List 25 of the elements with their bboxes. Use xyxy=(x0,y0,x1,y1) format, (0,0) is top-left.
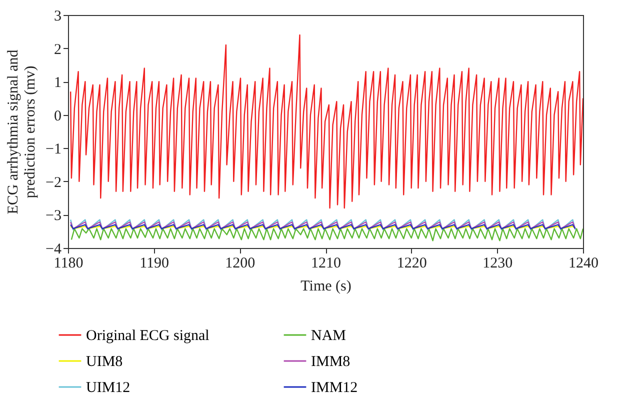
x-tick-label: 1240 xyxy=(568,256,598,272)
legend-label: UIM8 xyxy=(86,354,123,370)
line-series xyxy=(70,34,583,209)
legend-label: IMM12 xyxy=(311,380,358,396)
y-tick-label: 0 xyxy=(54,108,62,124)
y-tick-label: −4 xyxy=(46,242,62,258)
y-tick-label: 3 xyxy=(54,8,62,24)
y-tick-label: −1 xyxy=(46,142,62,158)
legend-label: UIM12 xyxy=(86,380,130,396)
legend-label: NAM xyxy=(311,328,346,344)
x-axis-title: Time (s) xyxy=(300,278,352,294)
y-tick-label: 2 xyxy=(54,42,62,58)
x-tick-label: 1220 xyxy=(396,256,427,272)
legend-label: Original ECG signal xyxy=(86,328,210,344)
legend-label: IMM8 xyxy=(311,354,350,370)
x-tick-label: 1210 xyxy=(311,256,341,272)
y-tick-label: 1 xyxy=(54,75,62,92)
y-axis-title: ECG arrhythmia signal and prediction errors (mv) xyxy=(6,49,39,214)
line-series xyxy=(70,228,583,242)
x-tick-label: 1180 xyxy=(54,256,84,272)
x-tick-label: 1200 xyxy=(225,256,256,272)
y-tick-label: −3 xyxy=(46,208,62,224)
x-tick-label: 1190 xyxy=(140,256,170,272)
x-tick-label: 1230 xyxy=(482,256,513,272)
y-tick-label: −2 xyxy=(46,174,62,191)
